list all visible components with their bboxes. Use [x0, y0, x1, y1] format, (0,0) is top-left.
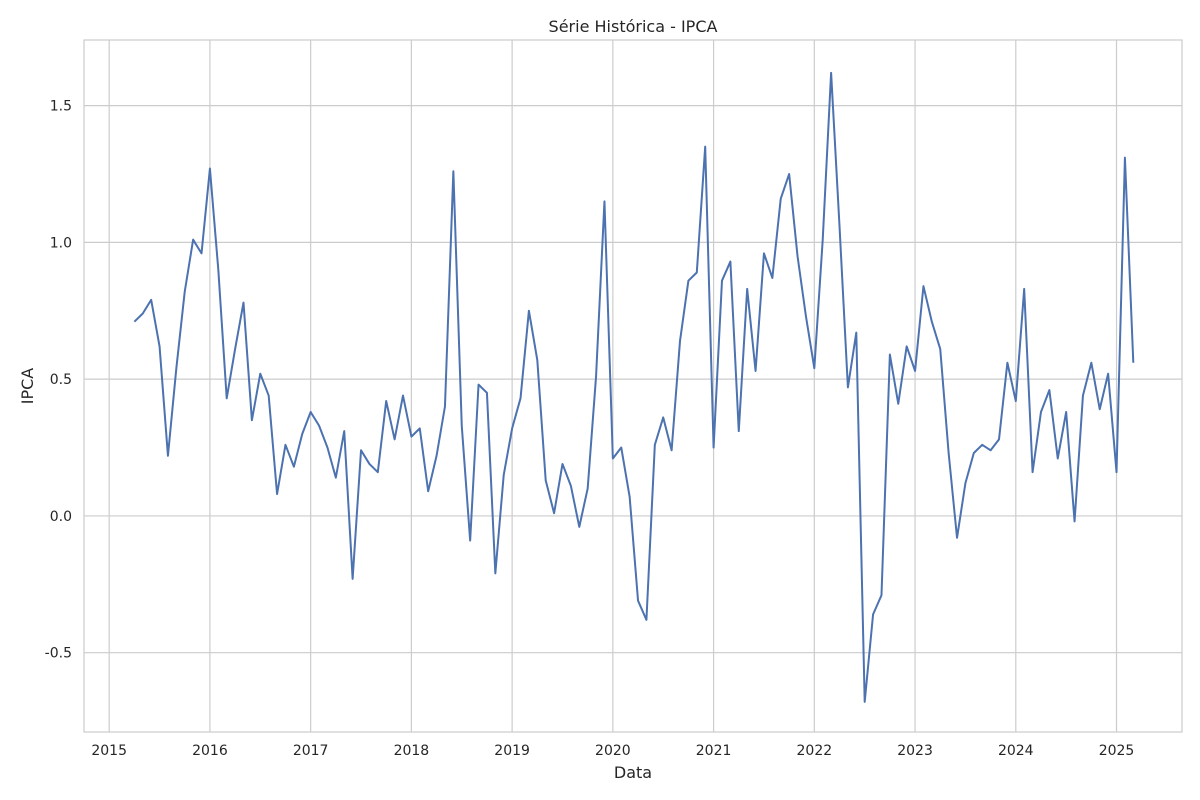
x-tick-label: 2022	[797, 743, 833, 759]
grid-lines	[84, 40, 1182, 732]
x-tick-label: 2015	[91, 743, 127, 759]
x-tick-label: 2024	[998, 743, 1034, 759]
x-tick-label: 2019	[494, 743, 530, 759]
y-axis-label: IPCA	[18, 368, 37, 405]
x-tick-label: 2016	[192, 743, 228, 759]
y-tick-label: 1.5	[50, 99, 72, 115]
chart-title: Série Histórica - IPCA	[549, 17, 718, 36]
x-tick-label: 2021	[696, 743, 732, 759]
y-tick-label: 0.5	[50, 372, 72, 388]
x-axis-label: Data	[614, 763, 652, 782]
plot-frame	[83, 39, 1183, 733]
y-tick-label: -0.5	[45, 646, 72, 662]
x-tick-label: 2017	[293, 743, 329, 759]
x-tick-label: 2023	[897, 743, 933, 759]
x-tick-label: 2020	[595, 743, 631, 759]
y-tick-label: 0.0	[50, 509, 72, 525]
ipca-series-line	[133, 71, 1135, 703]
x-tick-label: 2025	[1099, 743, 1135, 759]
tick-labels: 2015 2016 2017 2018 2019 2020 2021 2022 2023 2024…	[45, 99, 1135, 759]
y-tick-label: 1.0	[50, 235, 72, 251]
x-tick-label: 2018	[394, 743, 430, 759]
